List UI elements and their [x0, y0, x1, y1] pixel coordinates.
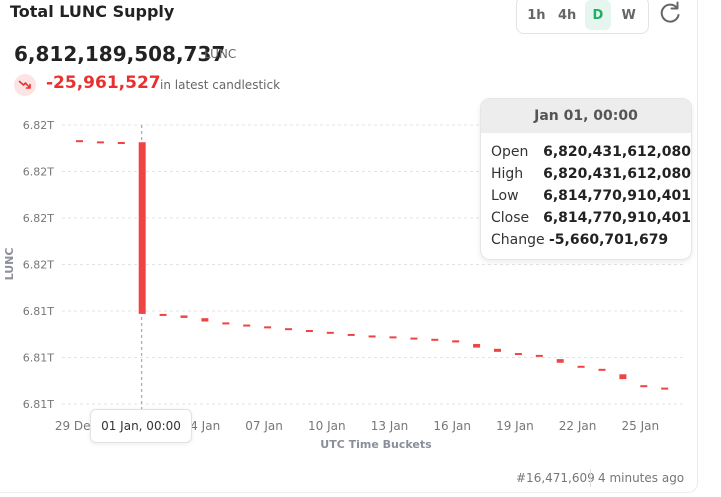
tooltip-label: Change	[491, 232, 545, 248]
candle[interactable]	[305, 330, 313, 333]
supply-change-value: -25,961,527	[46, 73, 161, 93]
timeframe-selector: 1h 4h D W	[516, 0, 649, 34]
timeframe-w-button[interactable]: W	[621, 7, 636, 23]
candle[interactable]	[577, 365, 585, 368]
candle[interactable]	[535, 354, 543, 357]
candle[interactable]	[452, 340, 460, 343]
candle[interactable]	[138, 142, 146, 314]
tooltip-row-close: Close 6,814,770,910,401	[481, 207, 691, 229]
candles	[76, 140, 669, 390]
candle[interactable]	[159, 313, 167, 316]
y-axis-label: LUNC	[3, 248, 16, 281]
supply-card: Total LUNC Supply 1h 4h D W 6,812,189,50…	[0, 0, 698, 493]
tooltip-label: High	[491, 166, 524, 182]
y-tick-label: 6.82T	[23, 259, 54, 272]
tooltip-value: 6,814,770,910,401	[543, 188, 691, 204]
x-tick-label: 19 Jan	[496, 419, 534, 433]
last-updated: 4 minutes ago	[598, 471, 685, 485]
crosshair-date-label: 01 Jan, 00:00	[90, 409, 192, 443]
candle[interactable]	[76, 140, 83, 143]
candle[interactable]	[473, 343, 481, 348]
candle[interactable]	[640, 385, 648, 388]
candle[interactable]	[347, 333, 355, 336]
x-tick-label: 29 Dec	[55, 419, 97, 433]
block-number[interactable]: #16,471,609	[516, 471, 595, 485]
candle[interactable]	[201, 318, 209, 322]
candle[interactable]	[222, 322, 230, 325]
footer-divider	[590, 469, 591, 487]
tooltip-row-change: Change -5,660,701,679	[481, 229, 691, 251]
candle[interactable]	[514, 353, 522, 356]
candle[interactable]	[285, 328, 292, 331]
tooltip-label: Open	[491, 144, 529, 160]
candle[interactable]	[410, 337, 418, 340]
candle[interactable]	[326, 331, 334, 334]
x-tick-label: 10 Jan	[308, 419, 346, 433]
y-tick-label: 6.82T	[23, 166, 54, 179]
tooltip-row-high: High 6,820,431,612,080	[481, 163, 691, 185]
y-axis-ticks: 6.82T 6.82T 6.82T 6.82T 6.81T 6.81T 6.81T	[23, 119, 54, 411]
candle[interactable]	[96, 141, 104, 144]
timeframe-d-button[interactable]: D	[584, 0, 611, 30]
candlestick-chart: 6.82T 6.82T 6.82T 6.82T 6.81T 6.81T 6.81T 29 D…	[3, 119, 685, 451]
total-supply-value: 6,812,189,508,737	[14, 42, 226, 66]
supply-change-note: in latest candlestick	[160, 78, 281, 92]
tooltip-row-open: Open 6,820,431,612,080	[481, 141, 691, 163]
candle-tooltip: Jan 01, 00:00 Open 6,820,431,612,080 Hig…	[480, 98, 692, 260]
y-tick-label: 6.82T	[23, 212, 54, 225]
chart-gridlines	[62, 124, 685, 405]
x-tick-label: 07 Jan	[245, 419, 283, 433]
candle[interactable]	[661, 387, 669, 390]
y-tick-label: 6.81T	[23, 352, 54, 365]
timeframe-1h-button[interactable]: 1h	[527, 7, 546, 23]
candle[interactable]	[389, 336, 397, 339]
tooltip-label: Close	[491, 210, 530, 226]
card-title: Total LUNC Supply	[10, 2, 175, 21]
x-axis-label: UTC Time Buckets	[320, 438, 432, 451]
x-tick-label: 04 Jan	[183, 419, 221, 433]
candle[interactable]	[494, 348, 501, 352]
y-tick-label: 6.81T	[23, 305, 54, 318]
tooltip-label: Low	[491, 188, 519, 204]
trend-down-icon	[14, 74, 36, 96]
candle[interactable]	[431, 338, 439, 341]
candle[interactable]	[243, 324, 251, 327]
candle[interactable]	[598, 368, 606, 371]
tooltip-date: Jan 01, 00:00	[481, 99, 691, 133]
tooltip-value: 6,820,431,612,080	[543, 166, 691, 182]
x-tick-label: 16 Jan	[433, 419, 471, 433]
candle[interactable]	[368, 335, 376, 338]
tooltip-value: 6,820,431,612,080	[543, 144, 691, 160]
y-tick-label: 6.81T	[23, 398, 54, 411]
y-tick-label: 6.82T	[23, 119, 54, 132]
candle[interactable]	[117, 141, 125, 144]
tooltip-value: -5,660,701,679	[549, 232, 669, 248]
candle[interactable]	[556, 359, 564, 363]
tooltip-value: 6,814,770,910,401	[543, 210, 691, 226]
candle[interactable]	[264, 326, 272, 329]
candle[interactable]	[180, 315, 188, 318]
x-tick-label: 25 Jan	[622, 419, 660, 433]
candle[interactable]	[619, 374, 627, 380]
x-tick-label: 22 Jan	[559, 419, 597, 433]
refresh-icon[interactable]	[656, 0, 684, 27]
timeframe-4h-button[interactable]: 4h	[557, 7, 577, 23]
tooltip-row-low: Low 6,814,770,910,401	[481, 185, 691, 207]
supply-unit: LUNC	[204, 47, 237, 61]
x-tick-label: 13 Jan	[371, 419, 409, 433]
